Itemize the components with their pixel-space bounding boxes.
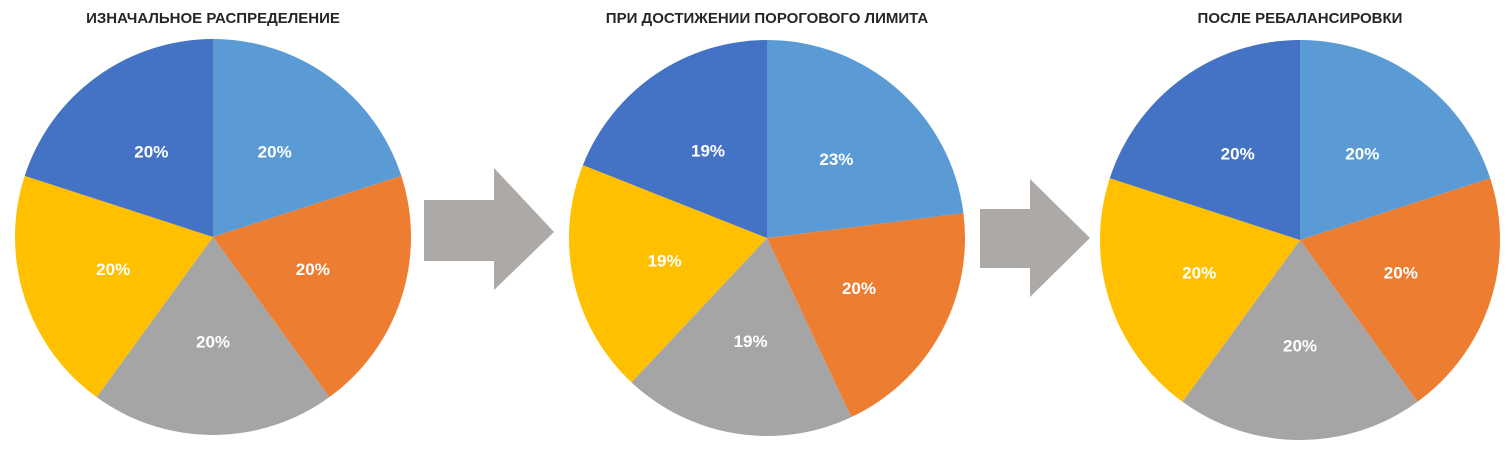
slice-label: 20% (258, 143, 292, 162)
pie-slice (96, 237, 330, 435)
pie-slice (1100, 178, 1300, 402)
chart-title: ПРИ ДОСТИЖЕНИИ ПОРОГОВОГО ЛИМИТА (606, 10, 929, 27)
slice-label: 20% (1384, 263, 1418, 282)
chart-threshold-reached: ПРИ ДОСТИЖЕНИИ ПОРОГОВОГО ЛИМИТА 23% 20% 1… (569, 10, 965, 436)
pie-slice (213, 39, 402, 237)
slice-label: 20% (1182, 263, 1216, 282)
slice-label: 20% (1221, 145, 1255, 164)
slice-label: 20% (1345, 145, 1379, 164)
pie-slice (569, 165, 767, 383)
pie-slice (767, 40, 964, 238)
slice-label: 20% (842, 279, 876, 298)
chart-after-rebalancing: ПОСЛЕ РЕБАЛАНСИРОВКИ 20% 20% 20% 20% 20% (1100, 10, 1500, 440)
chart-title: ПОСЛЕ РЕБАЛАНСИРОВКИ (1198, 10, 1403, 27)
right-arrow-icon (424, 168, 554, 290)
pie-slice (15, 175, 214, 398)
chart-initial-distribution: ИЗНАЧАЛЬНОЕ РАСПРЕДЕЛЕНИЕ 20% 20% 20% 20% 20… (15, 10, 411, 435)
pie-slice (1109, 40, 1300, 240)
slice-label: 20% (196, 332, 230, 351)
slice-label: 20% (96, 260, 130, 279)
pie-slice (24, 39, 213, 237)
pie-slice (631, 238, 852, 436)
slice-label: 23% (819, 150, 853, 169)
slice-label: 19% (648, 251, 682, 270)
pie-slice (582, 39, 767, 239)
slice-label: 20% (1283, 337, 1317, 356)
slice-label: 20% (134, 143, 168, 162)
pie-slice (1300, 178, 1500, 402)
pie-slice (1300, 40, 1491, 240)
pie-slice (1182, 240, 1418, 440)
pie-slice (213, 175, 411, 398)
slice-label: 20% (296, 260, 330, 279)
pie-slice (767, 213, 965, 418)
right-arrow-icon (980, 179, 1090, 297)
slice-label: 19% (691, 142, 725, 161)
chart-title: ИЗНАЧАЛЬНОЕ РАСПРЕДЕЛЕНИЕ (86, 10, 340, 27)
slice-label: 19% (734, 332, 768, 351)
